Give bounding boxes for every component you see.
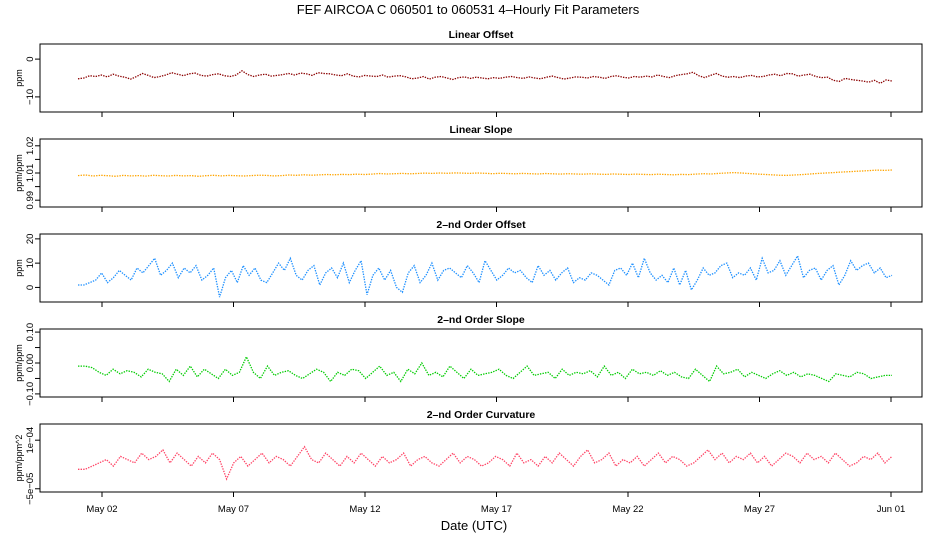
plot-frame	[39, 43, 923, 113]
x-tick-label: May 22	[612, 504, 643, 515]
y-tick-label: −5e−05	[25, 473, 36, 505]
x-tick-label: May 02	[86, 504, 117, 515]
series-line-1	[78, 355, 892, 383]
panel-5: 2–nd Order Curvature ppm/ppm^2 1e−04 −5e−05…	[14, 409, 923, 515]
y-axis-label: ppm/ppm	[14, 154, 24, 192]
y-tick-label: 20	[25, 234, 36, 245]
plot-frame	[39, 423, 923, 493]
series-line-1	[77, 70, 893, 85]
y-tick-label: 1.01	[25, 164, 36, 183]
x-tick-label: May 07	[218, 504, 249, 515]
y-axis-label: ppm	[14, 69, 24, 87]
panel-3: 2–nd Order Offset ppm 20 10 0	[14, 219, 923, 307]
plot-frame	[39, 233, 923, 303]
panel-title: 2–nd Order Slope	[437, 314, 525, 326]
y-tick-label: 1.02	[25, 137, 36, 156]
panel-title: 2–nd Order Offset	[436, 219, 526, 231]
panel-title: Linear Slope	[449, 124, 512, 136]
y-axis-label: ppm/ppm^2	[14, 435, 24, 482]
y-tick-label: 0.99	[25, 191, 36, 210]
y-tick-label: 10	[25, 258, 36, 269]
y-tick-label: 0.00	[25, 354, 36, 373]
y-tick-label: −0.10	[25, 382, 36, 406]
y-tick-label: 0.10	[25, 323, 36, 342]
y-axis-label: ppm/ppm	[14, 344, 24, 382]
y-tick-label: 1e−04	[25, 427, 36, 454]
x-tick-label: Jun 01	[877, 504, 906, 515]
y-tick-label: −10	[25, 89, 36, 105]
panel-title: 2–nd Order Curvature	[427, 409, 536, 421]
x-tick-label: May 27	[744, 504, 775, 515]
y-tick-label: 0	[25, 285, 36, 290]
figure-title: FEF AIRCOA C 060501 to 060531 4–Hourly F…	[297, 2, 640, 17]
panel-1: Linear Offset ppm 0 −10	[14, 29, 923, 117]
x-tick-label: May 12	[349, 504, 380, 515]
x-axis-title: Date (UTC)	[441, 518, 507, 533]
y-axis-label: ppm	[14, 259, 24, 277]
y-tick-label: 0	[25, 56, 36, 61]
x-tick-label: May 17	[481, 504, 512, 515]
series-line-1	[78, 445, 893, 481]
plot-frame	[39, 328, 923, 398]
series-line-1	[78, 254, 893, 298]
panel-title: Linear Offset	[449, 29, 514, 41]
series-line-1	[77, 169, 893, 177]
